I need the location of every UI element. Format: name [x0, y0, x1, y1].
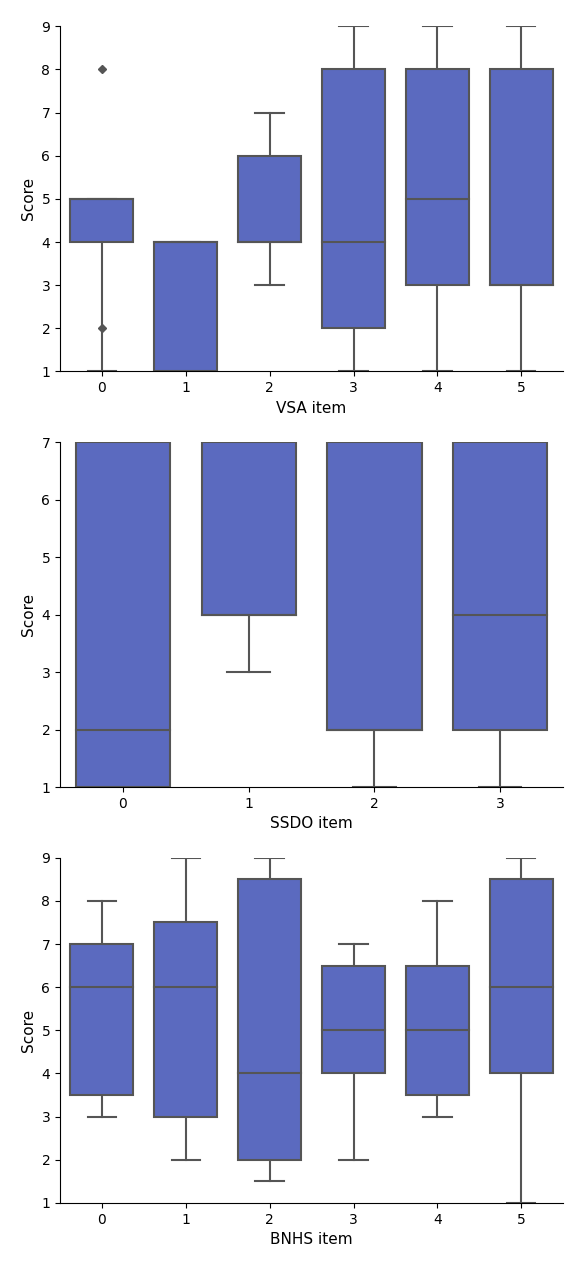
X-axis label: VSA item: VSA item	[276, 401, 347, 416]
X-axis label: BNHS item: BNHS item	[270, 1232, 353, 1248]
Bar	[490, 70, 552, 285]
Bar	[238, 879, 301, 1160]
Bar	[406, 70, 469, 285]
Bar	[71, 945, 133, 1096]
Bar	[322, 70, 385, 328]
Bar	[406, 966, 469, 1096]
Bar	[71, 199, 133, 242]
Bar	[490, 879, 552, 1074]
Bar	[327, 443, 422, 729]
Bar	[322, 966, 385, 1074]
Bar	[201, 443, 296, 615]
Y-axis label: Score: Score	[21, 593, 36, 637]
Bar	[238, 156, 301, 242]
X-axis label: SSDO item: SSDO item	[270, 817, 353, 832]
Bar	[154, 242, 217, 372]
Bar	[76, 443, 170, 787]
Y-axis label: Score: Score	[21, 1009, 36, 1052]
Bar	[154, 923, 217, 1117]
Bar	[453, 443, 547, 729]
Y-axis label: Score: Score	[21, 178, 36, 221]
